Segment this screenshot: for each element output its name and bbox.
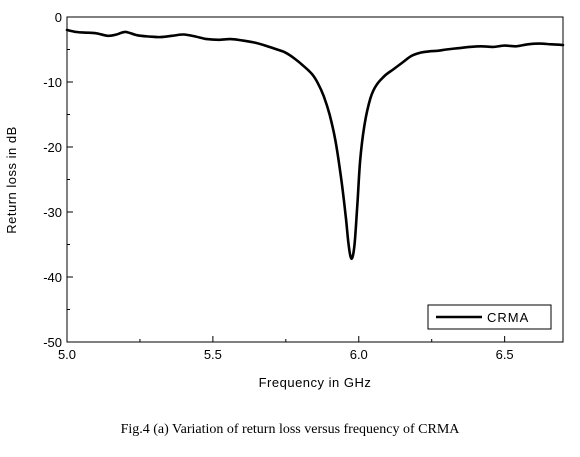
series-line-crma <box>65 28 565 261</box>
legend-label-crma: CRMA <box>487 310 529 325</box>
axis-tick-labels: 5.0 5.5 6.0 6.5 0 -10 -20 -30 -40 -50 <box>43 10 513 362</box>
x-tick-label: 5.0 <box>58 347 76 362</box>
y-tick-label: -20 <box>43 140 62 155</box>
x-tick-label: 6.5 <box>496 347 514 362</box>
y-tick-label: -30 <box>43 205 62 220</box>
x-axis-title: Frequency in GHz <box>259 375 372 390</box>
y-tick-label: 0 <box>55 10 62 25</box>
axis-ticks <box>66 16 506 343</box>
figure-caption: Fig.4 (a) Variation of return loss versu… <box>120 422 460 437</box>
y-axis-title: Return loss in dB <box>4 126 19 234</box>
y-tick-label: -10 <box>43 75 62 90</box>
plot-frame <box>66 16 564 343</box>
y-tick-label: -40 <box>43 270 62 285</box>
y-tick-label: -50 <box>43 335 62 350</box>
x-tick-label: 6.0 <box>350 347 368 362</box>
x-tick-label: 5.5 <box>204 347 222 362</box>
legend: CRMA <box>427 304 552 330</box>
